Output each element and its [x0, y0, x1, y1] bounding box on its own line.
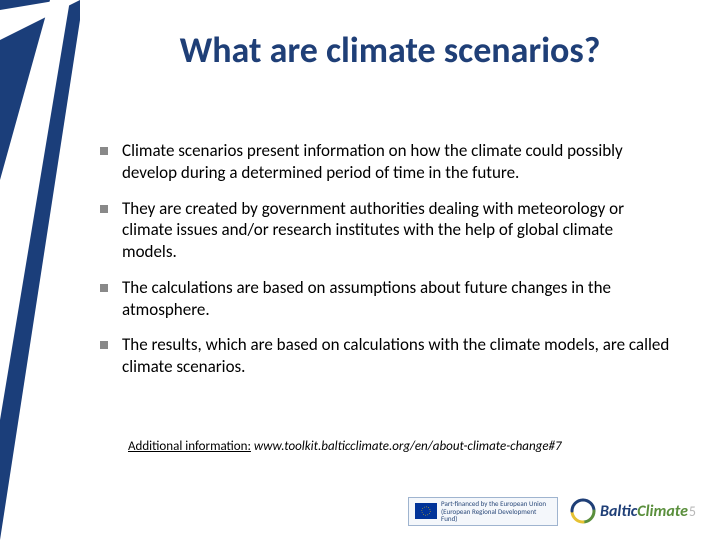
bullet-marker-icon [100, 147, 108, 155]
bullet-marker-icon [100, 341, 108, 349]
additional-info: Additional information: www.toolkit.balt… [128, 439, 670, 454]
page-number: 5 [689, 503, 696, 520]
bullet-list: Climate scenarios present information on… [100, 140, 670, 392]
bullet-text: They are created by government authoriti… [122, 198, 670, 263]
brand-part1: Baltic [600, 502, 637, 521]
eu-caption: Part-financed by the European Union (Eur… [441, 500, 551, 523]
footer-logos: Part-financed by the European Union (Eur… [408, 497, 688, 526]
bullet-text: Climate scenarios present information on… [122, 140, 670, 184]
additional-label: Additional information: [128, 439, 251, 454]
additional-url: www.toolkit.balticclimate.org/en/about-c… [254, 439, 562, 454]
swirl-icon [570, 498, 596, 524]
list-item: The calculations are based on assumption… [100, 277, 670, 321]
baltic-climate-logo: BalticClimate [570, 498, 688, 524]
brand-part2: Climate [637, 502, 688, 521]
bullet-marker-icon [100, 205, 108, 213]
list-item: The results, which are based on calculat… [100, 334, 670, 378]
eu-flag-icon [415, 503, 437, 519]
page-title: What are climate scenarios? [100, 28, 680, 72]
list-item: They are created by government authoriti… [100, 198, 670, 263]
corner-decoration [0, 0, 80, 540]
bullet-text: The results, which are based on calculat… [122, 334, 670, 378]
bullet-marker-icon [100, 284, 108, 292]
list-item: Climate scenarios present information on… [100, 140, 670, 184]
bullet-text: The calculations are based on assumption… [122, 277, 670, 321]
eu-funding-logo: Part-financed by the European Union (Eur… [408, 497, 558, 526]
